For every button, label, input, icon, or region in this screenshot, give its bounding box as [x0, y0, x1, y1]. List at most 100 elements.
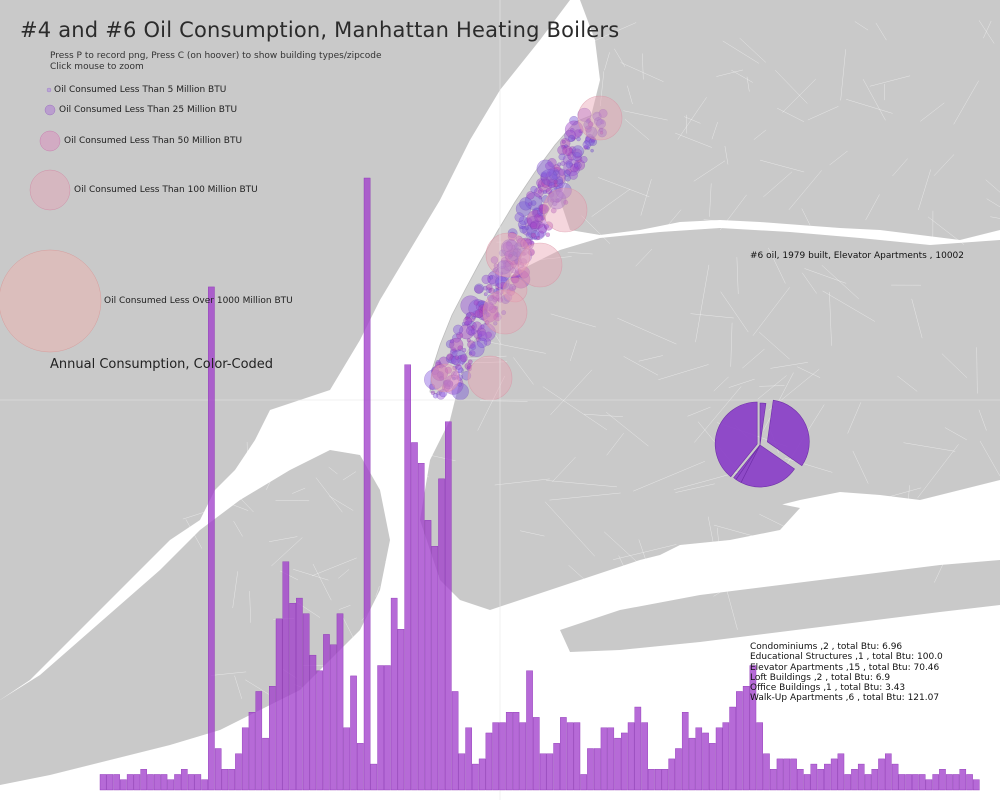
histogram-bar: [350, 676, 356, 790]
histogram-bar: [154, 774, 160, 790]
histogram-bar: [127, 774, 133, 790]
histogram-bar: [269, 686, 275, 790]
histogram-bar: [730, 707, 736, 790]
oil-bubble: [520, 226, 527, 233]
oil-bubble: [546, 233, 550, 237]
histogram-bar: [526, 671, 532, 790]
histogram-bar: [296, 598, 302, 790]
histogram-bar: [709, 743, 715, 790]
histogram-bar: [107, 774, 113, 790]
oil-bubble: [561, 161, 565, 165]
histogram-bar: [777, 759, 783, 790]
oil-bubble: [455, 356, 459, 360]
building-type-summary: Condominiums ,2 , total Btu: 6.96 Educat…: [750, 642, 943, 704]
histogram-bar: [384, 666, 390, 790]
histogram-bar: [310, 655, 316, 790]
histogram-bar: [906, 774, 912, 790]
histogram-bar: [723, 723, 729, 790]
histogram-bar: [418, 463, 424, 790]
oil-bubble: [591, 149, 594, 152]
histogram-bar: [357, 743, 363, 790]
histogram-bar: [635, 707, 641, 790]
oil-bubble: [462, 348, 466, 352]
histogram-bar: [966, 774, 972, 790]
large-oil-bubble: [468, 356, 512, 400]
oil-bubble: [528, 203, 531, 206]
histogram-bar: [411, 443, 417, 790]
legend-label-25m: Oil Consumed Less Than 25 Million BTU: [59, 105, 237, 115]
oil-bubble: [486, 284, 492, 290]
histogram-bar: [818, 769, 824, 790]
legend-circle-1000m: [0, 250, 101, 352]
histogram-bar: [323, 634, 329, 790]
histogram-bar: [702, 733, 708, 790]
oil-bubble: [484, 292, 487, 295]
histogram-bar: [452, 691, 458, 790]
histogram-bar: [784, 759, 790, 790]
histogram-bar: [405, 365, 411, 790]
histogram-bar: [608, 728, 614, 790]
histogram-bar: [479, 759, 485, 790]
histogram-bar: [824, 764, 830, 790]
oil-bubble: [562, 140, 566, 144]
histogram-bar: [486, 733, 492, 790]
histogram-bar: [594, 749, 600, 790]
oil-bubble: [531, 186, 538, 193]
histogram-bar: [202, 780, 208, 790]
large-oil-bubble: [578, 96, 622, 140]
histogram-bar: [506, 712, 512, 790]
oil-bubble: [471, 329, 476, 334]
histogram-bar: [425, 520, 431, 790]
oil-bubble: [468, 360, 472, 364]
oil-bubble: [536, 236, 540, 240]
histogram-bar: [648, 769, 654, 790]
histogram-bar: [195, 774, 201, 790]
oil-bubble: [559, 154, 565, 160]
histogram-bar: [858, 764, 864, 790]
legend-circle-50m: [40, 131, 60, 151]
histogram-bar: [899, 774, 905, 790]
oil-bubble: [554, 180, 558, 184]
histogram-bar: [790, 759, 796, 790]
histogram-bar: [973, 780, 979, 790]
summary-line: Elevator Apartments ,15 , total Btu: 70.…: [750, 663, 943, 673]
histogram-bar: [655, 769, 661, 790]
histogram-bar: [303, 614, 309, 790]
oil-bubble: [581, 156, 588, 163]
histogram-bar: [797, 769, 803, 790]
histogram-bar: [960, 769, 966, 790]
histogram-bar: [290, 603, 296, 790]
histogram-bar: [371, 764, 377, 790]
histogram-bar: [378, 666, 384, 790]
histogram-bar: [933, 774, 939, 790]
histogram-bar: [276, 619, 282, 790]
oil-bubble: [563, 146, 573, 156]
histogram-bar: [391, 598, 397, 790]
oil-bubble: [482, 275, 491, 284]
histogram-bar: [675, 749, 681, 790]
histogram-bar: [262, 738, 268, 790]
oil-bubble: [569, 171, 578, 180]
histogram-bar: [445, 422, 451, 790]
histogram-bar: [344, 728, 350, 790]
histogram-bar: [533, 717, 539, 790]
histogram-bar: [134, 774, 140, 790]
histogram-bar: [337, 614, 343, 790]
histogram-bar: [919, 774, 925, 790]
histogram-bar: [953, 774, 959, 790]
histogram-bar: [743, 686, 749, 790]
histogram-bar: [466, 728, 472, 790]
histogram-bar: [499, 723, 505, 790]
annual-consumption-label: Annual Consumption, Color-Coded: [50, 357, 273, 372]
legend-circle-5m: [47, 88, 51, 92]
histogram-bar: [872, 769, 878, 790]
large-oil-bubble: [543, 188, 587, 232]
histogram-bar: [878, 759, 884, 790]
summary-line: Walk-Up Apartments ,6 , total Btu: 121.0…: [750, 693, 943, 703]
legend-circle-100m: [30, 170, 70, 210]
histogram-bar: [716, 728, 722, 790]
histogram-bar: [669, 759, 675, 790]
histogram-bar: [642, 723, 648, 790]
instruction-line-2: Click mouse to zoom: [50, 62, 144, 72]
